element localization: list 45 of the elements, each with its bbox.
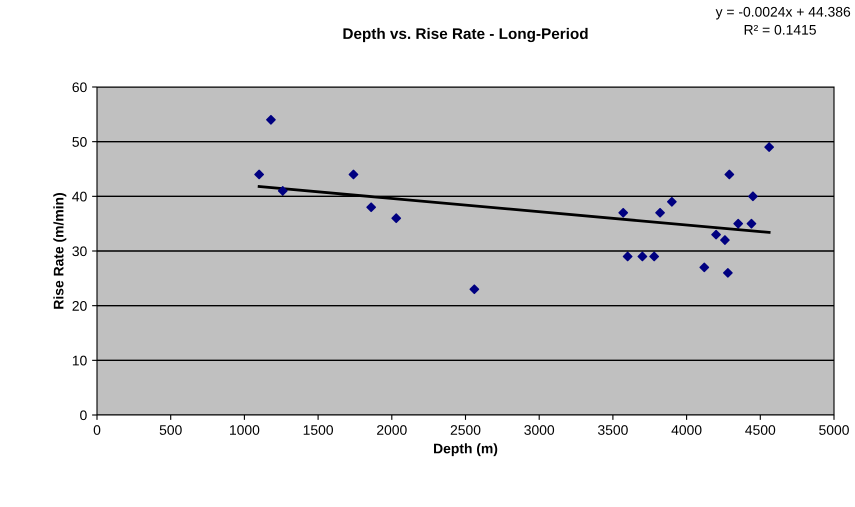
x-tick-label: 4500 bbox=[745, 425, 776, 435]
y-tick-label: 60 bbox=[72, 82, 87, 92]
point bbox=[746, 218, 756, 229]
point bbox=[733, 218, 744, 229]
point bbox=[348, 170, 358, 180]
point bbox=[724, 170, 734, 180]
y-axis-title: Rise Rate (m/min) bbox=[53, 193, 66, 309]
point bbox=[469, 284, 480, 294]
x-tick-label: 500 bbox=[160, 425, 182, 435]
x-tick-label: 5000 bbox=[819, 425, 849, 435]
y-tick-label: 0 bbox=[80, 410, 87, 420]
x-tick-label: 2500 bbox=[450, 425, 480, 435]
point bbox=[720, 235, 730, 245]
point bbox=[764, 142, 774, 152]
y-tick-label: 50 bbox=[72, 137, 87, 147]
y-tick-label: 20 bbox=[72, 301, 87, 311]
x-axis-title: Depth (m) bbox=[434, 443, 498, 456]
point bbox=[366, 202, 376, 212]
point bbox=[254, 170, 264, 180]
x-tick-label: 4000 bbox=[671, 425, 702, 435]
text: y = -0.0024x + 44.386 bbox=[716, 6, 850, 20]
point bbox=[699, 262, 710, 272]
point bbox=[638, 252, 648, 262]
y-tick-label: 30 bbox=[72, 246, 87, 256]
x-tick-label: 3000 bbox=[524, 425, 554, 435]
point bbox=[748, 191, 758, 202]
point bbox=[649, 252, 660, 262]
point bbox=[266, 114, 276, 125]
point bbox=[618, 208, 628, 218]
point bbox=[278, 186, 288, 196]
y-tick-label: 40 bbox=[72, 192, 87, 202]
text: R² = 0.1415 bbox=[744, 24, 816, 35]
x-tick-label: 0 bbox=[94, 425, 100, 435]
chart-title: Depth vs. Rise Rate - Long-Period bbox=[343, 28, 588, 42]
y-tick-label: 10 bbox=[72, 356, 87, 366]
point bbox=[655, 208, 665, 218]
x-tick-label: 1500 bbox=[304, 425, 334, 435]
point bbox=[622, 252, 632, 262]
point bbox=[723, 268, 733, 278]
point bbox=[391, 213, 402, 224]
point bbox=[667, 196, 677, 207]
x-tick-label: 3500 bbox=[598, 425, 628, 435]
x-tick-label: 1000 bbox=[230, 425, 260, 435]
point bbox=[711, 230, 721, 240]
x-tick-label: 2000 bbox=[377, 425, 407, 435]
